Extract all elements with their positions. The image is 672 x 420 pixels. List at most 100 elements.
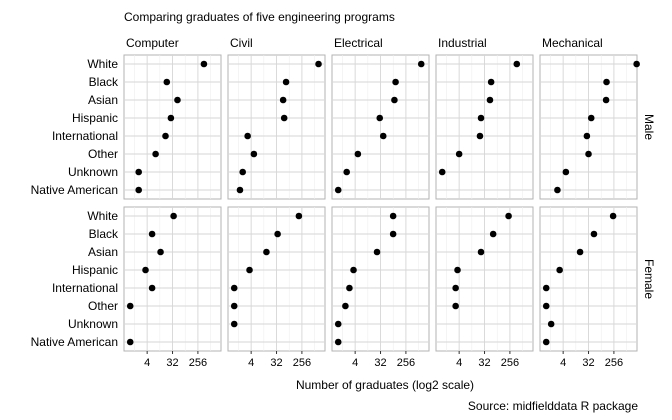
y-label-male-unknown: Unknown <box>68 165 118 179</box>
point-male-mechanical-white <box>633 60 640 68</box>
point-female-computer-native-american <box>126 338 134 346</box>
point-male-computer-white <box>200 60 208 68</box>
y-label-female-black: Black <box>89 227 119 241</box>
point-female-electrical-white <box>389 212 397 220</box>
y-label-female-unknown: Unknown <box>68 317 118 331</box>
point-male-computer-hispanic <box>167 114 175 122</box>
point-male-electrical-white <box>417 60 425 68</box>
point-male-computer-asian <box>174 96 181 104</box>
x-tick-label-computer-4: 4 <box>144 357 150 369</box>
panel-male-computer <box>123 54 222 200</box>
point-female-mechanical-native-american <box>542 338 550 346</box>
point-male-computer-unknown <box>135 168 142 176</box>
point-male-industrial-unknown <box>438 168 446 176</box>
y-label-female-asian: Asian <box>88 245 118 259</box>
point-female-civil-international <box>230 284 238 292</box>
point-female-mechanical-asian <box>576 248 584 256</box>
point-male-electrical-hispanic <box>376 114 384 122</box>
point-female-mechanical-hispanic <box>556 266 563 274</box>
point-female-mechanical-unknown <box>547 320 555 328</box>
panel-female-electrical <box>331 206 430 352</box>
point-male-civil-native-american <box>236 186 244 194</box>
point-female-electrical-international <box>346 284 353 292</box>
point-male-mechanical-other <box>585 150 592 158</box>
point-female-electrical-asian <box>373 248 381 256</box>
point-female-electrical-native-american <box>334 338 342 346</box>
panel-male-mechanical <box>539 54 640 200</box>
y-label-female-white: White <box>87 209 118 223</box>
point-female-civil-hispanic <box>246 266 253 274</box>
point-female-computer-hispanic <box>142 266 149 274</box>
point-male-computer-native-american <box>135 186 142 194</box>
panel-male-electrical <box>331 54 430 200</box>
point-male-industrial-other <box>455 150 463 158</box>
y-label-male-other: Other <box>88 147 118 161</box>
point-male-electrical-native-american <box>334 186 342 194</box>
point-male-industrial-international <box>476 132 484 140</box>
point-female-electrical-unknown <box>334 320 342 328</box>
x-tick-label-industrial-32: 32 <box>478 357 490 369</box>
point-female-mechanical-international <box>542 284 550 292</box>
panel-female-mechanical <box>539 206 638 352</box>
y-label-male-white: White <box>87 57 118 71</box>
point-male-civil-other <box>250 150 258 158</box>
point-male-industrial-asian <box>486 96 494 104</box>
point-female-computer-white <box>170 212 177 220</box>
point-female-computer-black <box>148 230 156 238</box>
x-tick-label-computer-32: 32 <box>166 357 178 369</box>
point-female-industrial-white <box>505 212 512 220</box>
point-male-mechanical-unknown <box>562 168 570 176</box>
point-female-civil-other <box>230 302 238 310</box>
point-male-computer-international <box>162 132 169 140</box>
x-axis-title: Number of graduates (log2 scale) <box>296 378 474 392</box>
panels-group: Computer Civil Electrical Industrial Mechani… <box>31 36 656 369</box>
point-male-electrical-unknown <box>343 168 350 176</box>
x-tick-label-civil-256: 256 <box>293 357 311 369</box>
point-male-mechanical-international <box>583 132 591 140</box>
x-tick-label-electrical-32: 32 <box>374 357 386 369</box>
point-female-industrial-black <box>489 230 497 238</box>
panel-female-civil <box>227 206 326 352</box>
point-male-industrial-black <box>487 78 495 86</box>
point-male-industrial-white <box>513 60 521 68</box>
point-female-electrical-black <box>389 230 397 238</box>
strip-label-electrical: Electrical <box>334 36 383 50</box>
point-female-mechanical-white <box>609 212 617 220</box>
y-label-female-hispanic: Hispanic <box>72 263 118 277</box>
point-male-mechanical-native-american <box>554 186 561 194</box>
point-male-computer-black <box>163 78 171 86</box>
point-female-mechanical-other <box>542 302 550 310</box>
strip-label-female: Female <box>642 259 656 299</box>
x-tick-label-civil-4: 4 <box>248 357 254 369</box>
strip-label-computer: Computer <box>126 36 179 50</box>
point-male-industrial-hispanic <box>477 114 485 122</box>
point-female-computer-other <box>126 302 134 310</box>
chart-caption: Source: midfielddata R package <box>468 399 638 413</box>
point-male-civil-black <box>282 78 290 86</box>
x-tick-label-industrial-256: 256 <box>501 357 519 369</box>
strip-label-industrial: Industrial <box>438 36 487 50</box>
x-tick-label-mechanical-4: 4 <box>560 357 566 369</box>
y-label-male-hispanic: Hispanic <box>72 111 118 125</box>
strip-label-male: Male <box>642 114 656 140</box>
point-male-electrical-other <box>354 150 362 158</box>
point-male-mechanical-asian <box>602 96 610 104</box>
point-female-civil-black <box>274 230 281 238</box>
x-tick-label-electrical-4: 4 <box>352 357 358 369</box>
y-label-male-asian: Asian <box>88 93 118 107</box>
panel-male-industrial <box>435 54 534 200</box>
y-label-female-native-american: Native American <box>31 335 118 349</box>
point-female-civil-unknown <box>230 320 238 328</box>
x-tick-label-electrical-256: 256 <box>397 357 415 369</box>
point-male-electrical-international <box>379 132 387 140</box>
x-tick-label-civil-32: 32 <box>270 357 282 369</box>
chart-title: Comparing graduates of five engineering … <box>124 10 395 24</box>
y-label-female-international: International <box>52 281 118 295</box>
y-label-male-native-american: Native American <box>31 183 118 197</box>
x-tick-label-computer-256: 256 <box>189 357 207 369</box>
panel-female-industrial <box>435 206 534 352</box>
x-tick-label-mechanical-256: 256 <box>605 357 623 369</box>
point-male-civil-asian <box>279 96 287 104</box>
point-female-electrical-other <box>342 302 349 310</box>
